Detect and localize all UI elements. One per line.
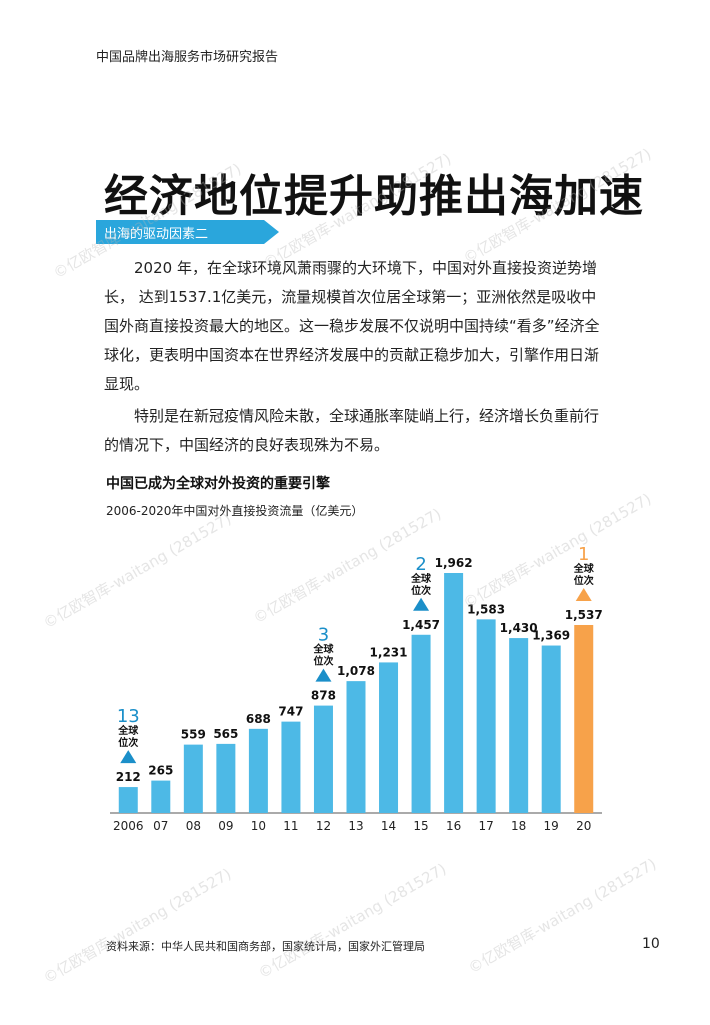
bar-value-label: 559 (181, 728, 206, 742)
bar (444, 573, 464, 813)
bar (183, 744, 203, 813)
source-note: 资料来源：中华人民共和国商务部，国家统计局，国家外汇管理局 (106, 940, 425, 953)
bar-value-label: 1,430 (500, 621, 538, 635)
bar-value-label: 1,078 (337, 664, 375, 678)
report-header: 中国品牌出海服务市场研究报告 (96, 50, 279, 65)
bar (216, 743, 236, 813)
bar (151, 780, 171, 813)
rank-caption: 位次 (411, 584, 431, 597)
section-banner: 出海的驱动因素二 (96, 220, 279, 244)
bar (281, 721, 301, 813)
x-tick-label: 07 (153, 819, 168, 833)
x-tick-label: 10 (251, 819, 266, 833)
bar-value-label: 1,369 (532, 629, 570, 643)
paragraph-2: 特别是在新冠疫情风险未散，全球通胀率陡峭上行，经济增长负重前行的情况下，中国经济… (104, 407, 600, 454)
chart-subtitle: 2006-2020年中国对外直接投资流量（亿美元） (106, 504, 364, 518)
bar-value-label: 1,537 (565, 608, 603, 622)
rank-caption: 全球 (573, 562, 595, 575)
bar-value-label: 565 (213, 727, 238, 741)
page-number: 10 (642, 936, 660, 952)
bar-value-label: 747 (278, 705, 303, 719)
bar (574, 624, 594, 813)
bar (476, 619, 496, 813)
rank-triangle-icon (413, 597, 430, 611)
x-tick-label: 15 (413, 819, 428, 833)
rank-number: 2 (415, 554, 426, 575)
rank-triangle-icon (315, 668, 332, 682)
rank-caption: 位次 (574, 574, 594, 587)
bar (411, 634, 431, 813)
bar (379, 662, 399, 813)
x-tick-label: 20 (576, 819, 591, 833)
rank-caption: 全球 (312, 643, 334, 656)
page-title: 经济地位提升助推出海加速 (104, 171, 644, 222)
x-tick-label: 18 (511, 819, 526, 833)
rank-caption: 位次 (313, 655, 333, 668)
chart-title: 中国已成为全球对外投资的重要引擎 (106, 476, 330, 492)
rank-caption: 全球 (410, 572, 432, 585)
rank-triangle-icon (575, 587, 592, 601)
rank-caption: 位次 (118, 736, 138, 749)
paragraph-1: 2020 年，在全球环境风萧雨骤的大环境下，中国对外直接投资逆势增长， 达到15… (104, 259, 600, 393)
bar (118, 787, 138, 813)
x-tick-label: 11 (283, 819, 298, 833)
x-tick-label: 19 (544, 819, 559, 833)
bar-value-label: 688 (246, 712, 271, 726)
bar-value-label: 1,457 (402, 618, 440, 632)
bar-value-label: 212 (116, 770, 141, 784)
x-tick-label: 12 (316, 819, 331, 833)
bar-value-label: 878 (311, 689, 336, 703)
x-tick-label: 13 (348, 819, 363, 833)
x-tick-label: 14 (381, 819, 396, 833)
rank-number: 13 (117, 706, 140, 727)
rank-number: 1 (578, 544, 589, 565)
x-tick-label: 17 (478, 819, 493, 833)
banner-label: 出海的驱动因素二 (104, 227, 209, 242)
x-tick-label: 09 (218, 819, 233, 833)
bar-value-label: 1,583 (467, 602, 505, 616)
bar-value-label: 1,962 (435, 556, 473, 570)
rank-number: 3 (318, 625, 329, 646)
bar (313, 705, 333, 813)
rank-triangle-icon (120, 750, 137, 764)
bar-value-label: 265 (148, 764, 173, 778)
x-tick-label: 2006 (113, 819, 144, 833)
bar (248, 728, 268, 813)
x-tick-label: 08 (186, 819, 201, 833)
bar (346, 681, 366, 813)
bar (509, 638, 529, 813)
bar (541, 645, 561, 813)
banner-arrow-shape (96, 220, 279, 244)
bar-value-label: 1,231 (370, 645, 408, 659)
x-tick-label: 16 (446, 819, 461, 833)
rank-caption: 全球 (117, 724, 139, 737)
